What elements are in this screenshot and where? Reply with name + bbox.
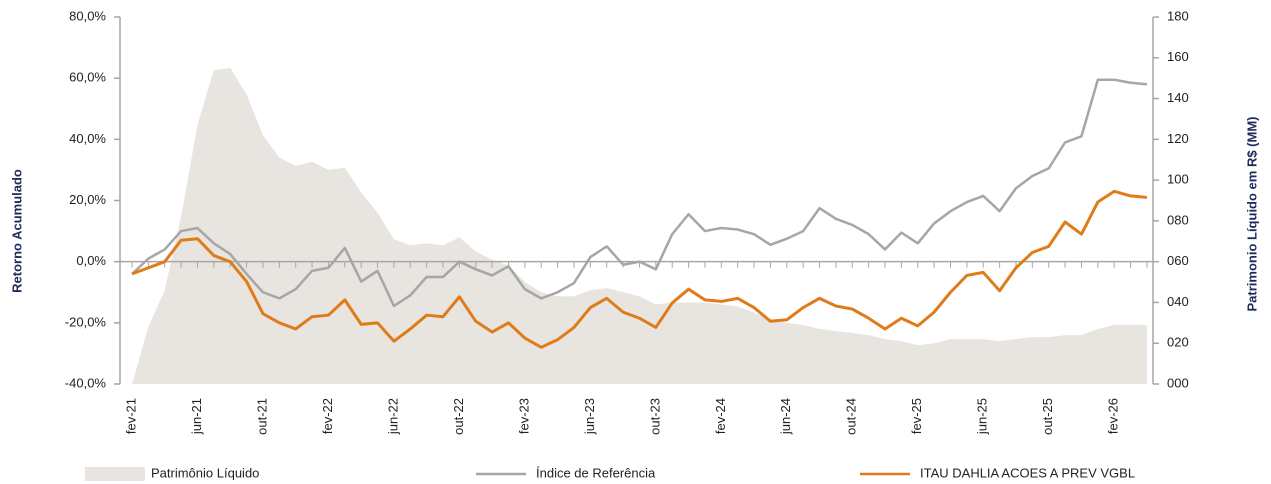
y-tick-label: 60,0% [69,70,106,85]
legend-swatch [85,467,145,481]
legend-label: Patrimônio Líquido [151,465,259,480]
legend-label: ITAU DAHLIA ACOES A PREV VGBL [920,465,1135,480]
y2-tick-label: 100 [1167,172,1189,187]
x-tick-label: out-25 [1040,398,1055,435]
y2-tick-label: 180 [1167,8,1189,23]
x-tick-label: fev-24 [713,398,728,434]
x-tick-label: out-22 [451,398,466,435]
y-tick-label: 40,0% [69,131,106,146]
y-tick-label: 20,0% [69,192,106,207]
line [131,189,1148,349]
x-tick-label: fev-26 [1106,398,1121,434]
x-tick-label: jun-24 [778,398,793,435]
y2-tick-label: 060 [1167,253,1189,268]
y-tick-label: 0,0% [76,253,106,268]
x-tick-label: fev-21 [123,398,138,434]
x-tick-label: fev-22 [320,398,335,434]
x-tick-label: jun-25 [975,398,990,435]
y-axis-title: Retorno Acumulado [9,169,24,293]
y-tick-label: 80,0% [69,8,106,23]
x-tick-label: jun-23 [582,398,597,435]
y2-tick-label: 120 [1167,131,1189,146]
x-tick-label: out-23 [647,398,662,435]
x-tick-label: fev-23 [516,398,531,434]
x-tick-label: fev-25 [909,398,924,434]
y2-tick-label: 080 [1167,212,1189,227]
y-tick-label: -40,0% [65,375,107,390]
y2-axis-title: Patrimonio Líquido em R$ (MM) [1244,117,1259,312]
x-tick-label: out-24 [844,398,859,435]
legend-label: Índice de Referência [536,465,656,480]
y2-tick-label: 160 [1167,49,1189,64]
line [131,78,1148,308]
y2-tick-label: 140 [1167,90,1189,105]
area [132,67,1147,384]
y2-tick-label: 040 [1167,294,1189,309]
y-tick-label: -20,0% [65,314,107,329]
x-tick-label: jun-21 [189,398,204,435]
x-tick-label: jun-22 [385,398,400,435]
y2-tick-label: 020 [1167,335,1189,350]
x-tick-label: out-21 [254,398,269,435]
y2-tick-label: 000 [1167,375,1189,390]
